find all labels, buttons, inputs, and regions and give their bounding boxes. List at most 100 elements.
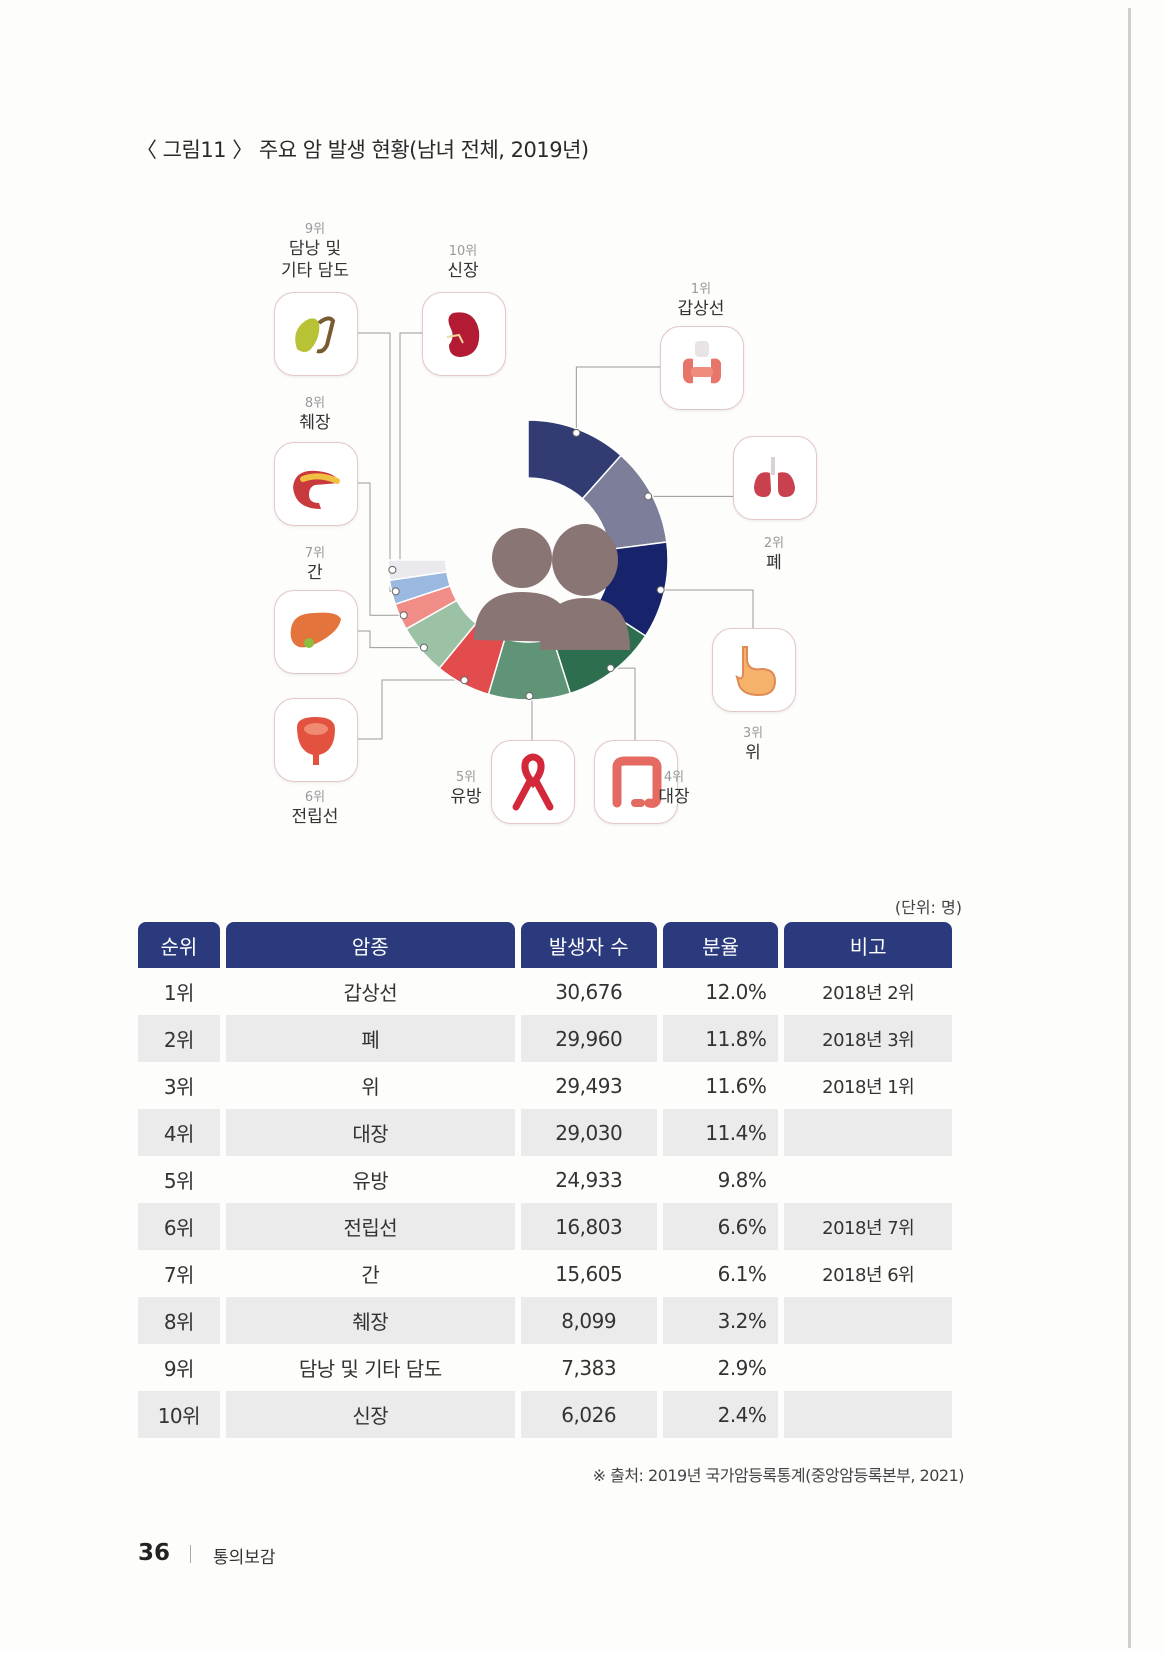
- card-lungs: [733, 436, 817, 520]
- cell-cancer-type: 폐: [225, 1015, 515, 1062]
- label-rank-1: 1위: [690, 282, 712, 297]
- cell-note: [784, 1156, 952, 1203]
- footer-separator: [190, 1545, 191, 1563]
- cell-count: 29,030: [520, 1109, 657, 1156]
- label-name-2: 폐: [766, 553, 782, 573]
- cell-rank: 7위: [163, 1263, 195, 1287]
- header-share: 분율: [662, 922, 779, 968]
- header-cancer-type: 암종: [225, 922, 515, 968]
- header-rank: 순위: [138, 922, 220, 968]
- cell-count: 24,933: [555, 1167, 623, 1192]
- cell-share: 3.2%: [662, 1297, 779, 1344]
- cancer-incidence-table: 순위 암종 발생자 수 분율 비고 1위 갑상선 30,676 12.0% 2018년 …: [132, 922, 958, 1438]
- card-pancreas: [274, 442, 358, 526]
- label-name-1: 갑상선: [677, 299, 725, 319]
- label-rank-3: 3위: [742, 726, 764, 741]
- cell-share: 6.1%: [717, 1261, 767, 1286]
- card-prostate: [274, 698, 358, 782]
- prostate-icon: [297, 717, 335, 765]
- connector-dot-8: [399, 611, 408, 620]
- card-colon: [594, 740, 678, 824]
- cell-rank: 6위: [138, 1203, 220, 1250]
- label-name-3: 위: [745, 743, 761, 763]
- connector-dot-4: [606, 664, 615, 673]
- label-name-8: 췌장: [299, 413, 331, 433]
- page-number: 36: [138, 1540, 171, 1566]
- table-row: 3위 위 29,493 11.6% 2018년 1위: [138, 1062, 952, 1109]
- connector-line-5: [529, 695, 533, 740]
- donut-segment-10: [387, 559, 448, 582]
- cell-share: 2.9%: [717, 1355, 767, 1380]
- cell-note: [784, 1109, 952, 1156]
- cell-cancer-type: 담낭 및 기타 담도: [298, 1357, 442, 1381]
- label-name-6: 전립선: [291, 807, 339, 827]
- cell-rank: 8위: [138, 1297, 220, 1344]
- card-liver: [274, 590, 358, 674]
- label-rank-2: 2위: [763, 536, 785, 551]
- cell-note: 2018년 6위: [822, 1264, 915, 1286]
- connector-dot-9: [391, 587, 400, 596]
- cell-note: 2018년 2위: [822, 982, 915, 1004]
- cell-share: 11.6%: [705, 1073, 767, 1098]
- cell-share: 11.4%: [662, 1109, 779, 1156]
- table-row: 7위 간 15,605 6.1% 2018년 6위: [138, 1250, 952, 1297]
- table-row: 8위 췌장 8,099 3.2%: [138, 1297, 952, 1344]
- cell-rank: 4위: [138, 1109, 220, 1156]
- cell-rank: 10위: [138, 1391, 220, 1438]
- stomach-icon: [735, 646, 777, 697]
- book-title: 통의보감: [213, 1548, 276, 1568]
- people-silhouette-icon: [474, 524, 630, 650]
- connector-dot-6: [460, 676, 469, 685]
- cell-count: 16,803: [520, 1203, 657, 1250]
- header-note: 비고: [784, 922, 952, 968]
- cell-cancer-type: 간: [361, 1263, 380, 1287]
- cell-count: 7,383: [561, 1355, 617, 1380]
- page-edge-line: [1128, 8, 1131, 1648]
- connector-dot-3: [656, 585, 665, 594]
- card-gallbladder: [274, 292, 358, 376]
- label-rank-9: 9위: [304, 222, 326, 237]
- gallbladder-icon: [295, 316, 336, 354]
- cell-rank: 1위: [163, 981, 195, 1005]
- connector-dots: [388, 428, 665, 700]
- label-name-5: 유방: [450, 787, 482, 807]
- connector-dot-1: [572, 428, 581, 437]
- thyroid-icon: [683, 341, 721, 384]
- cell-share: 12.0%: [705, 979, 767, 1004]
- card-breast: [491, 740, 575, 824]
- connector-dot-7: [419, 643, 428, 652]
- cell-cancer-type: 위: [361, 1075, 380, 1099]
- card-stomach: [712, 628, 796, 712]
- label-name-9-line2: 기타 담도: [281, 261, 349, 281]
- cell-count: 6,026: [520, 1391, 657, 1438]
- table-body: 1위 갑상선 30,676 12.0% 2018년 2위 2위 폐 29,960 11.8% 20…: [138, 968, 952, 1438]
- cell-rank: 5위: [163, 1169, 195, 1193]
- table-row: 6위 전립선 16,803 6.6% 2018년 7위: [138, 1203, 952, 1250]
- cell-cancer-type: 전립선: [225, 1203, 515, 1250]
- cell-count: 29,493: [555, 1073, 623, 1098]
- cell-note: [784, 1391, 952, 1438]
- pink-ribbon-icon: [512, 753, 554, 811]
- label-rank-6: 6위: [304, 790, 326, 805]
- cell-note: 2018년 7위: [784, 1203, 952, 1250]
- table-row: 1위 갑상선 30,676 12.0% 2018년 2위: [138, 968, 952, 1015]
- connector-dot-10: [388, 565, 397, 574]
- label-name-9-line1: 담낭 및: [288, 239, 342, 259]
- colon-icon: [612, 756, 662, 808]
- connector-dot-2: [644, 492, 653, 501]
- lungs-icon: [754, 457, 795, 497]
- figure-caption: 〈 그림11 〉 주요 암 발생 현황(남녀 전체, 2019년): [136, 138, 589, 162]
- connector-line-7: [356, 630, 424, 649]
- cell-share: 11.8%: [662, 1015, 779, 1062]
- cell-cancer-type: 갑상선: [343, 981, 398, 1005]
- cell-rank: 3위: [163, 1075, 195, 1099]
- cell-rank: 2위: [138, 1015, 220, 1062]
- table-row: 4위 대장 29,030 11.4%: [138, 1109, 952, 1156]
- label-rank-4: 4위: [663, 770, 685, 785]
- cell-cancer-type: 신장: [225, 1391, 515, 1438]
- kidney-icon: [446, 312, 480, 357]
- label-name-7: 간: [307, 563, 323, 583]
- cell-note: 2018년 3위: [784, 1015, 952, 1062]
- cell-share: 9.8%: [717, 1167, 767, 1192]
- table-header-row: 순위 암종 발생자 수 분율 비고: [138, 922, 952, 968]
